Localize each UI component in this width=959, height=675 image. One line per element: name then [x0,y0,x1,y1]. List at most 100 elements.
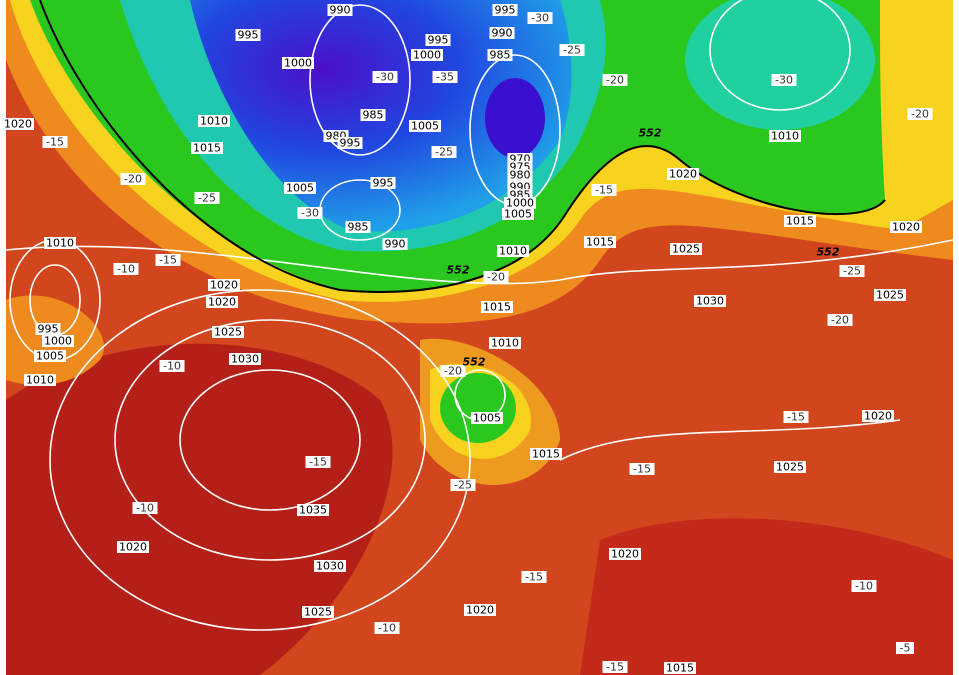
temperature-label: -15 [525,571,543,584]
temperature-label: -25 [435,146,453,159]
isobar-label-box [504,197,536,209]
temperature-label-box [155,254,181,266]
isobar-label-box [507,169,533,181]
isobar-label: 985 [363,109,384,122]
isobar-label-box [487,49,513,61]
isobar-label: 990 [492,27,513,40]
temperature-label-box [432,71,458,83]
isobar-label: 1005 [36,350,64,363]
isobar-label-box [492,4,518,16]
isobar-label: 1010 [771,130,799,143]
temperature-label-box [771,74,797,86]
warm-core [580,518,953,675]
cutoff-low [440,373,516,443]
temperature-label-box [132,502,158,514]
isobar-label-box [584,236,616,248]
isobar-label: 1020 [864,410,892,423]
isobar-label-box [42,335,74,347]
temperature-label: -15 [46,136,64,149]
temperature-label: -30 [376,71,394,84]
isobar-label-box [609,548,641,560]
temperature-label-box [374,622,400,634]
isobar-label: 1015 [193,142,221,155]
isobar-label: 1025 [304,606,332,619]
isobar-label: 1010 [46,237,74,250]
isobar-label: 1025 [776,461,804,474]
temperature-label: -15 [159,254,177,267]
temperature-label-box [113,263,139,275]
temperature-label: -35 [436,71,454,84]
thickness-label: 552 [639,127,662,140]
isobar-label-box [327,4,353,16]
isobar-label: 1030 [696,295,724,308]
isobar-label-box [44,237,76,249]
temperature-label: -30 [301,207,319,220]
isobar-label-box [497,245,529,257]
isobar-label-box [489,337,521,349]
temperature-label: -10 [378,622,396,635]
isobar-label: 1030 [316,560,344,573]
temperature-label-box [450,479,476,491]
isobar-label: 1025 [214,326,242,339]
isobar-label: 980 [510,169,531,182]
isobar-label: 1020 [892,221,920,234]
isobar-label-box [774,461,806,473]
isobar-label: 985 [490,49,511,62]
isobar-label-box [282,57,314,69]
temperature-label: -25 [563,44,581,57]
isobar-label: 1025 [672,243,700,256]
temperature-label-box [827,314,853,326]
temperature-label-box [559,44,585,56]
isobar-label-box [784,215,816,227]
isobar-label-box [337,137,363,149]
isobar-label: 1015 [786,215,814,228]
temperature-label-box [521,571,547,583]
temperature-label: -15 [787,411,805,424]
isobar-label: 1005 [286,182,314,195]
temperature-label-box [783,411,809,423]
isobar-label: 985 [348,221,369,234]
isobar-label-box [769,130,801,142]
temperature-label: -10 [117,263,135,276]
temperature-label: -10 [136,502,154,515]
isobar-label: 1005 [411,120,439,133]
isobar-label-box [198,115,230,127]
isobar-label-box [502,208,534,220]
isobar-label: 990 [330,4,351,17]
isobar-label-box [481,301,513,313]
isobar-label: 1020 [669,168,697,181]
thickness-552-line [39,0,886,293]
isobar-label: 1035 [299,504,327,517]
temperature-label-box [42,136,68,148]
isobar-label-box [297,504,329,516]
temperature-label: -15 [595,184,613,197]
temperature-label: -20 [487,271,505,284]
isobar-label-box [411,49,443,61]
isobar-label-box [862,410,894,422]
isobar-label: 1020 [4,118,32,131]
isobar-label-box [370,177,396,189]
temperature-label: -30 [531,12,549,25]
isobar-label: 1025 [876,289,904,302]
temperature-label-box [907,108,933,120]
isobar-label-box [664,662,696,674]
temperature-label-box [159,360,185,372]
isobar-label: 1020 [466,604,494,617]
isobar-label-box [489,27,515,39]
isobar-label: 1005 [504,208,532,221]
thickness-label: 552 [447,264,470,277]
isobar-label-box [360,109,386,121]
temperature-label: -15 [606,661,624,674]
temperature-label: -25 [198,192,216,205]
isobar-label: 995 [238,29,259,42]
isobar-label: 1010 [499,245,527,258]
isobar-label: 1020 [208,296,236,309]
temperature-label-box [372,71,398,83]
isobar-label: 995 [340,137,361,150]
isobar-label: 1015 [586,236,614,249]
temperature-label-box [629,463,655,475]
temperature-label-box [297,207,323,219]
temperature-label-box [602,661,628,673]
temperature-label-box [194,192,220,204]
isobar-label-box [464,604,496,616]
